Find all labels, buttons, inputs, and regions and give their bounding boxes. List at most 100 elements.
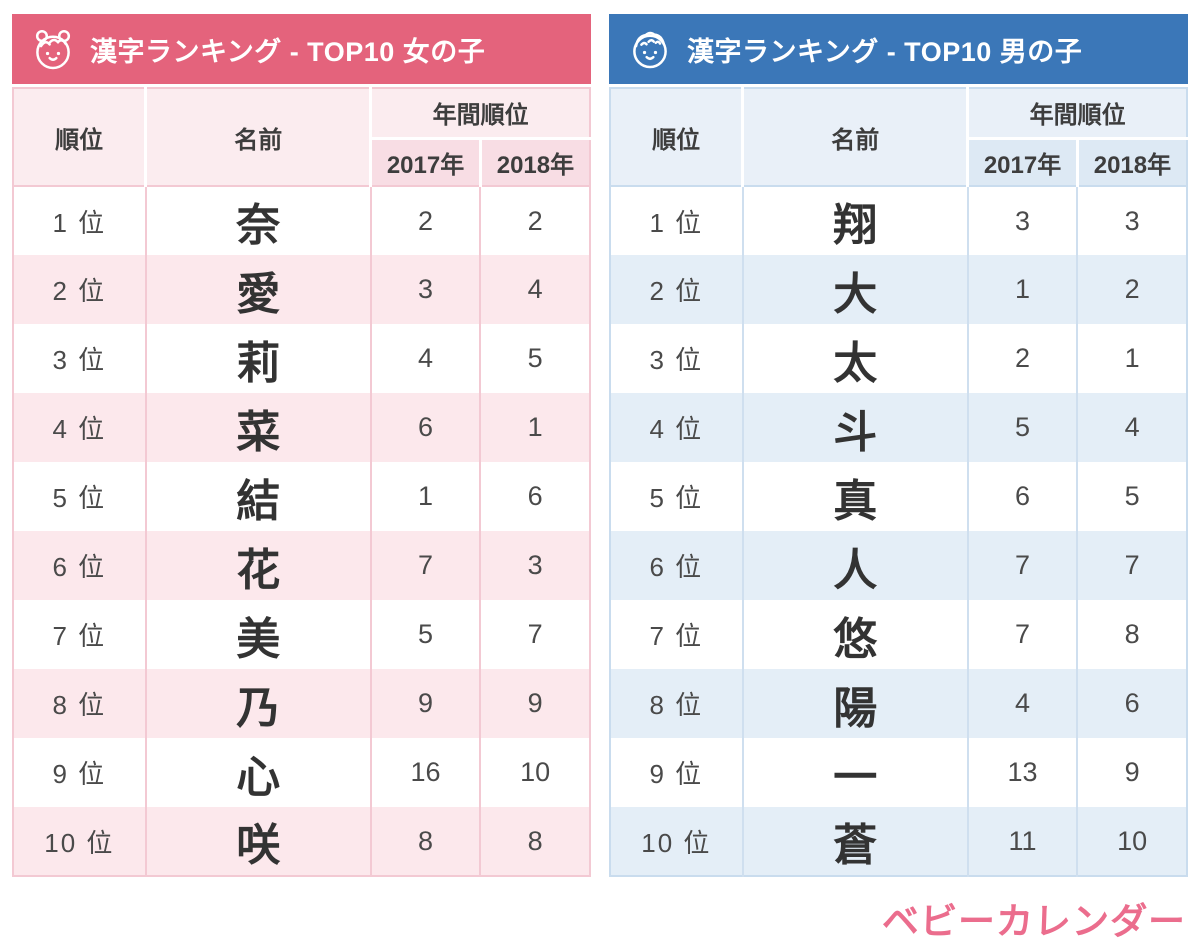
y2017-cell: 7 (967, 531, 1079, 600)
y2018-cell: 4 (480, 255, 590, 324)
y2017-cell: 1 (967, 255, 1079, 324)
kanji-name-cell: 心 (145, 738, 372, 807)
kanji-name-cell: 真 (742, 462, 969, 531)
y2018-cell: 10 (480, 738, 590, 807)
kanji-name-cell: 一 (742, 738, 969, 807)
y2017-cell: 7 (370, 531, 482, 600)
boys-ranking-card: 漢字ランキング - TOP10 男の子 順位 名前 年間順位 2017年 201… (609, 14, 1188, 877)
kanji-name-cell: 太 (742, 324, 969, 393)
kanji-name-cell: 乃 (145, 669, 372, 738)
column-header-annual-rank: 年間順位 (370, 88, 590, 140)
table-row: 9 位心 16 10 (13, 738, 590, 807)
kanji-name-cell: 美 (145, 600, 372, 669)
column-header-2018: 2018年 (480, 138, 590, 187)
column-header-name: 名前 (742, 88, 970, 187)
column-header-rank: 順位 (610, 88, 745, 187)
y2018-cell: 10 (1077, 807, 1187, 876)
rank-cell: 5 位 (610, 462, 744, 531)
y2017-cell: 3 (370, 255, 482, 324)
kanji-name-cell: 陽 (742, 669, 969, 738)
kanji-name-cell: 蒼 (742, 807, 969, 876)
rank-cell: 3 位 (610, 324, 744, 393)
y2017-cell: 1 (370, 462, 482, 531)
rank-cell: 10 位 (13, 807, 147, 876)
y2017-cell: 5 (967, 393, 1079, 462)
column-header-2017: 2017年 (370, 138, 482, 187)
boys-title-bar: 漢字ランキング - TOP10 男の子 (609, 14, 1188, 84)
y2017-cell: 9 (370, 669, 482, 738)
rank-cell: 6 位 (13, 531, 147, 600)
y2018-cell: 8 (480, 807, 590, 876)
y2017-cell: 2 (967, 324, 1079, 393)
y2018-cell: 1 (480, 393, 590, 462)
ranking-tables-wrap: 漢字ランキング - TOP10 女の子 順位 名前 年間順位 2017年 201… (12, 14, 1188, 877)
rank-cell: 2 位 (13, 255, 147, 324)
y2017-cell: 7 (967, 600, 1079, 669)
y2018-cell: 3 (1077, 186, 1187, 255)
rank-cell: 1 位 (610, 186, 744, 255)
kanji-name-cell: 奈 (145, 186, 372, 255)
kanji-name-cell: 翔 (742, 186, 969, 255)
kanji-name-cell: 大 (742, 255, 969, 324)
y2017-cell: 4 (967, 669, 1079, 738)
rank-cell: 4 位 (13, 393, 147, 462)
baby-girl-icon (35, 30, 71, 70)
rank-cell: 7 位 (610, 600, 744, 669)
y2018-cell: 9 (1077, 738, 1187, 807)
y2018-cell: 3 (480, 531, 590, 600)
table-row: 9 位一 13 9 (610, 738, 1187, 807)
y2017-cell: 16 (370, 738, 482, 807)
y2018-cell: 4 (1077, 393, 1187, 462)
rank-cell: 8 位 (13, 669, 147, 738)
rank-cell: 8 位 (610, 669, 744, 738)
kanji-name-cell: 結 (145, 462, 372, 531)
rank-cell: 2 位 (610, 255, 744, 324)
kanji-name-cell: 斗 (742, 393, 969, 462)
y2017-cell: 8 (370, 807, 482, 876)
kanji-name-cell: 愛 (145, 255, 372, 324)
y2017-cell: 11 (967, 807, 1079, 876)
y2017-cell: 4 (370, 324, 482, 393)
y2018-cell: 1 (1077, 324, 1187, 393)
girls-title-bar: 漢字ランキング - TOP10 女の子 (12, 14, 591, 84)
y2018-cell: 6 (1077, 669, 1187, 738)
girls-table-title: 漢字ランキング - TOP10 女の子 (90, 36, 486, 67)
rank-cell: 9 位 (13, 738, 147, 807)
y2018-cell: 2 (480, 186, 590, 255)
boys-table-title: 漢字ランキング - TOP10 男の子 (687, 36, 1083, 67)
table-row: 10 位蒼 11 10 (610, 807, 1187, 876)
y2018-cell: 6 (480, 462, 590, 531)
column-header-2018: 2018年 (1077, 138, 1187, 187)
kanji-name-cell: 人 (742, 531, 969, 600)
rank-cell: 4 位 (610, 393, 744, 462)
y2018-cell: 7 (1077, 531, 1187, 600)
kanji-name-cell: 咲 (145, 807, 372, 876)
footer: ベビーカレンダー (0, 877, 1200, 945)
column-header-2017: 2017年 (967, 138, 1079, 187)
y2017-cell: 13 (967, 738, 1079, 807)
y2018-cell: 7 (480, 600, 590, 669)
kanji-name-cell: 悠 (742, 600, 969, 669)
rank-cell: 5 位 (13, 462, 147, 531)
column-header-name: 名前 (145, 88, 373, 187)
y2017-cell: 6 (370, 393, 482, 462)
baby-boy-icon (633, 31, 667, 69)
y2018-cell: 5 (480, 324, 590, 393)
column-header-rank: 順位 (13, 88, 148, 187)
